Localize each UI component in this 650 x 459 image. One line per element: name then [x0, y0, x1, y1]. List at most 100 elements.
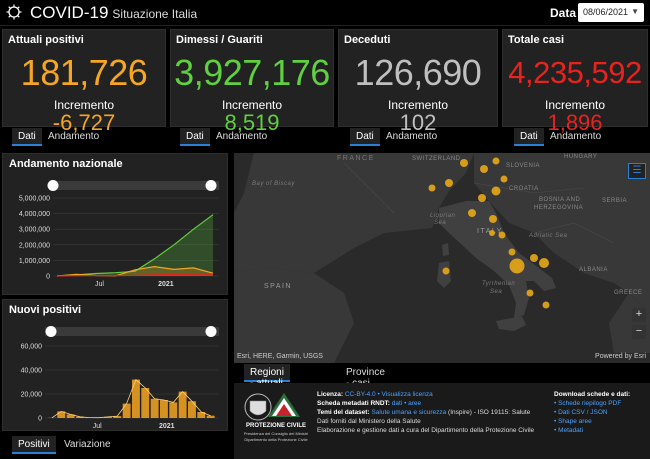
stat-title: Dimessi / Guariti [176, 34, 263, 46]
download-csv-json-link[interactable]: • Dati CSV / JSON [554, 409, 608, 416]
date-label: Data [550, 6, 577, 20]
region-marker[interactable] [428, 184, 436, 192]
map-label-switzerland: SWITZERLAND [412, 156, 461, 162]
range-slider-end-handle[interactable] [205, 180, 217, 191]
land-spain [234, 268, 354, 363]
download-pdf-link[interactable]: • Schede riepilogo PDF [554, 400, 622, 407]
bar [206, 415, 215, 418]
y-tick-label: 3,000,000 [19, 227, 50, 234]
scheda-label: Scheda metadati RNDT: [317, 400, 390, 407]
region-marker[interactable] [445, 179, 453, 187]
land-sardinia [437, 261, 451, 288]
region-marker[interactable] [489, 230, 495, 236]
tab-dati[interactable]: Dati [180, 128, 210, 146]
stat-value: 3,927,176 [174, 52, 330, 93]
region-marker[interactable] [491, 186, 501, 196]
map-label-spain: SPAIN [264, 283, 292, 290]
y-tick-label: 4,000,000 [19, 211, 50, 218]
region-marker[interactable] [508, 248, 516, 256]
bar [188, 401, 196, 418]
bar [132, 379, 140, 418]
stat-card-dimessi-guariti: Dimessi / Guariti 3,927,176 Incremento 8… [170, 29, 334, 135]
region-marker[interactable] [509, 258, 525, 274]
bar [169, 402, 178, 418]
region-marker[interactable] [542, 301, 550, 309]
tab-positivi[interactable]: Positivi [12, 436, 56, 454]
tab-andamento[interactable]: Andamento [48, 131, 100, 142]
region-marker[interactable] [539, 258, 549, 268]
y-tick-label: 1,000,000 [19, 258, 50, 265]
date-select[interactable]: 08/06/2021 ▼ [578, 3, 644, 22]
region-marker[interactable] [468, 209, 476, 217]
download-heading: Download schede e dati: [554, 391, 631, 398]
info-fonte: Dati forniti dal Ministero della Salute [317, 418, 421, 425]
y-tick-label: 60,000 [21, 344, 43, 351]
region-marker[interactable] [526, 289, 534, 297]
range-slider-end-handle[interactable] [205, 326, 217, 337]
scheda-link[interactable]: dati • aree [391, 400, 422, 407]
temi-link[interactable]: Salute umana e sicurezza [371, 409, 447, 416]
y-tick-label: 2,000,000 [19, 242, 50, 249]
map-label-bosnia: BOSNIA AND [539, 197, 581, 203]
tab-variazione[interactable]: Variazione [64, 439, 111, 450]
map-label-herzegovina: HERZEGOVINA [534, 205, 584, 211]
download-shape-link[interactable]: • Shape aree [554, 418, 592, 425]
map-label-albania: ALBANIA [579, 267, 608, 273]
region-marker[interactable] [500, 175, 508, 183]
tab-regioni[interactable]: Regioni - attuali positivi [244, 364, 290, 400]
range-slider-start-handle[interactable] [47, 180, 59, 191]
region-marker[interactable] [460, 159, 468, 167]
licenza-label: Licenza: [317, 391, 344, 398]
stat-increment-label: Incremento [544, 98, 606, 112]
x-tick-label: Jul [95, 281, 104, 288]
map-powered-by[interactable]: Powered by Esri [595, 353, 646, 360]
land-italy [439, 201, 556, 318]
map-label-croatia: CROATIA [509, 186, 539, 192]
tab-dati[interactable]: Dati [514, 128, 544, 146]
tab-andamento[interactable]: Andamento [216, 131, 268, 142]
stat-increment-label: Incremento [53, 98, 115, 112]
series-line [56, 273, 214, 277]
national-trend-chart-panel: Andamento nazionale 5,000,000 4,000,000 3,… [2, 153, 228, 295]
region-marker[interactable] [489, 215, 497, 223]
zoom-out-button[interactable]: − [632, 325, 646, 339]
range-slider-track[interactable] [45, 327, 219, 336]
trend-line [51, 378, 211, 419]
bar [104, 416, 112, 418]
region-marker[interactable] [480, 165, 488, 173]
tab-dati[interactable]: Dati [12, 128, 42, 146]
download-metadati-link[interactable]: • Metadati [554, 427, 584, 434]
region-marker[interactable] [442, 267, 450, 275]
map-label-serbia: SERBIA [602, 198, 628, 204]
map-view[interactable]: FRANCE SWITZERLAND SLOVENIA CROATIA BOSN… [234, 153, 650, 363]
x-tick-label: 2021 [158, 281, 174, 288]
range-slider-track[interactable] [53, 181, 219, 190]
tab-andamento[interactable]: Andamento [550, 131, 602, 142]
stat-increment-label: Incremento [221, 98, 283, 112]
region-marker[interactable] [492, 157, 500, 165]
map-label-adriatic-sea: Adriatic Sea [529, 233, 568, 239]
tab-province[interactable]: Province - casi totali [346, 367, 385, 400]
stat-increment-value: 102 [399, 110, 437, 135]
new-positives-chart: 60,000 40,000 20,000 0 Jul 2021 [21, 326, 219, 430]
legend-list-icon[interactable]: ☰ [628, 163, 646, 179]
range-slider-start-handle[interactable] [45, 326, 57, 337]
region-marker[interactable] [530, 254, 538, 262]
map-label-hungary: HUNGARY [564, 154, 598, 160]
temi-label: Temi del dataset: [317, 409, 370, 416]
info-panel: PROTEZIONE CIVILE Presidenza del Consigl… [234, 383, 650, 459]
header-bar: COVID-19 Situazione Italia Data 08/06/202… [0, 0, 650, 26]
map-label-slovenia: SLOVENIA [506, 163, 541, 169]
chart-title: Andamento nazionale [9, 158, 123, 170]
zoom-in-button[interactable]: + [632, 308, 646, 322]
bar [57, 411, 66, 418]
region-marker[interactable] [478, 194, 486, 202]
tab-dati[interactable]: Dati [350, 128, 380, 146]
y-tick-label: 20,000 [21, 392, 43, 399]
stat-value: 4,235,592 [508, 55, 642, 90]
land-balkans [474, 153, 650, 313]
tab-andamento[interactable]: Andamento [386, 131, 438, 142]
licenza-link[interactable]: CC-BY-4.0 • Visualizza licenza [344, 391, 433, 398]
region-marker[interactable] [498, 231, 506, 239]
bar [66, 414, 75, 418]
